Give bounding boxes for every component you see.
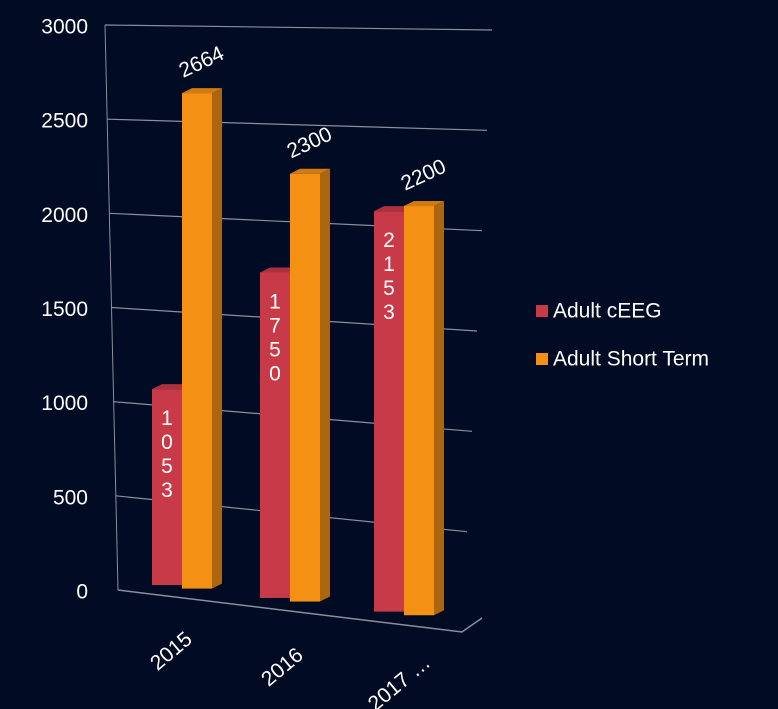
bar-front bbox=[182, 93, 212, 589]
y-tick-label: 1000 bbox=[41, 392, 88, 415]
bar-front bbox=[260, 272, 290, 598]
grid-line bbox=[107, 118, 488, 131]
bar-front bbox=[374, 211, 404, 612]
x-tick-label: 2015 bbox=[146, 627, 197, 675]
legend-label: Adult cEEG bbox=[553, 300, 662, 323]
y-tick-label: 2500 bbox=[41, 110, 88, 133]
bar-top bbox=[404, 201, 444, 207]
bar-side bbox=[212, 88, 222, 589]
data-label: 2200 bbox=[398, 155, 450, 196]
legend-swatch bbox=[536, 353, 548, 365]
x-tick-label: 2017 … bbox=[364, 651, 435, 709]
legend-swatch bbox=[536, 305, 548, 317]
bar bbox=[404, 201, 444, 616]
bar-side bbox=[434, 201, 444, 616]
x-tick-label: 2016 bbox=[257, 643, 308, 691]
bar-side bbox=[320, 168, 330, 602]
y-tick-label: 1500 bbox=[41, 298, 88, 321]
grid-line bbox=[104, 24, 493, 31]
floor bbox=[117, 589, 483, 633]
y-tick-label: 3000 bbox=[41, 16, 88, 39]
y-tick-label: 2000 bbox=[41, 204, 88, 227]
bar-top bbox=[290, 168, 330, 174]
bar-front bbox=[404, 206, 434, 616]
bar bbox=[182, 88, 222, 589]
legend-label: Adult Short Term bbox=[553, 348, 709, 371]
bar bbox=[290, 168, 330, 602]
y-tick-label: 500 bbox=[53, 486, 88, 509]
bar-front bbox=[290, 173, 320, 602]
data-label: 2300 bbox=[284, 123, 336, 164]
bar-top bbox=[182, 88, 222, 94]
data-label: 2664 bbox=[176, 42, 228, 83]
bar-front bbox=[152, 389, 182, 585]
y-tick-label: 0 bbox=[76, 581, 88, 604]
